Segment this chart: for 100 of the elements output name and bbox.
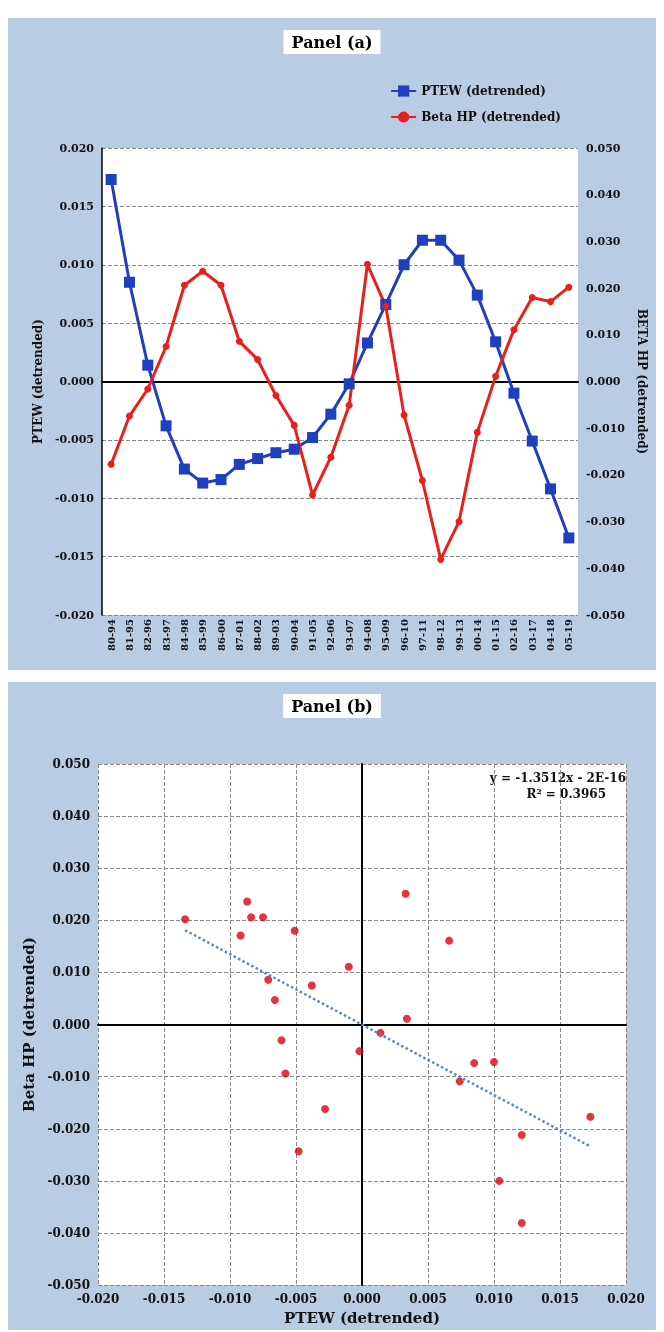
point: [107, 460, 115, 468]
point: [517, 1131, 526, 1140]
y-tick-label: 0.020: [59, 141, 95, 155]
x-tick-label: 93-07: [343, 618, 355, 651]
y-tick-label: 0.050: [52, 757, 90, 771]
point: [473, 428, 481, 436]
x-axis-title: PTEW (detrended): [284, 1308, 440, 1327]
point: [495, 1176, 504, 1185]
point: [247, 913, 256, 922]
y-tick-label: -0.015: [54, 550, 94, 564]
y-tick-label: 0.030: [52, 861, 90, 876]
x-tick-label: 94-08: [361, 618, 373, 651]
point: [290, 421, 298, 429]
point: [382, 302, 390, 310]
x-tick-label: 83-97: [160, 618, 172, 651]
x-tick-label: 81-95: [123, 618, 135, 651]
annotation: y = -1.3512x - 2E-16: [488, 771, 627, 785]
point: [401, 889, 410, 898]
point: [125, 412, 133, 420]
y-tick-label: 0.010: [52, 965, 90, 980]
point: [217, 281, 225, 289]
y-tick-label: 0.020: [52, 913, 90, 928]
point: [435, 234, 447, 246]
point: [453, 254, 465, 266]
point: [445, 936, 454, 945]
x-tick-label: 91-05: [307, 618, 319, 651]
x-tick-label: 89-03: [270, 618, 282, 651]
x-tick-label: 86-00: [215, 618, 227, 651]
point: [277, 1036, 286, 1045]
y-axis-title: PTEW (detrended): [31, 319, 46, 444]
x-tick-label: 01-15: [490, 618, 502, 651]
x-tick-label: 0.000: [343, 1292, 381, 1307]
x-tick-label: 95-09: [380, 618, 392, 651]
point: [471, 289, 483, 301]
y-tick-label: -0.005: [54, 433, 94, 447]
point: [197, 477, 209, 489]
point: [321, 1104, 330, 1113]
chart-title: Panel (b): [291, 696, 373, 716]
y2-tick-label: -0.030: [586, 515, 626, 529]
legend-label: PTEW (detrended): [421, 84, 546, 98]
chart-title: Panel (a): [291, 32, 373, 52]
y2-tick-label: 0.030: [586, 234, 621, 248]
y-tick-label: -0.040: [47, 1225, 90, 1240]
x-tick-label: 0.010: [475, 1292, 513, 1307]
y-tick-label: 0.010: [59, 258, 95, 272]
point: [259, 913, 267, 922]
y-tick-label: -0.020: [54, 608, 95, 622]
point: [142, 359, 154, 371]
x-tick-label: -0.010: [208, 1292, 252, 1307]
point: [254, 356, 262, 364]
point: [490, 1058, 498, 1067]
x-tick-label: 0.005: [409, 1292, 447, 1307]
point: [123, 276, 135, 288]
point: [181, 915, 190, 924]
point: [215, 474, 227, 486]
point: [144, 385, 152, 393]
x-tick-label: 99-13: [453, 618, 465, 651]
point: [510, 326, 518, 334]
x-tick-label: -0.005: [274, 1292, 318, 1307]
point: [565, 283, 573, 291]
point: [325, 408, 337, 420]
point: [272, 392, 280, 400]
point: [270, 447, 282, 459]
x-tick-label: 02-16: [508, 618, 520, 651]
point: [160, 420, 172, 432]
point: [545, 483, 557, 495]
point: [355, 1047, 364, 1056]
point: [233, 458, 245, 470]
point: [309, 491, 317, 499]
point: [398, 259, 410, 271]
point: [264, 975, 273, 984]
x-tick-label: 97-11: [416, 619, 428, 651]
x-tick-label: 98-12: [435, 618, 447, 651]
x-tick-label: 85-99: [197, 618, 209, 651]
point: [180, 281, 188, 289]
y-tick-label: 0.000: [59, 375, 95, 388]
y2-tick-label: -0.040: [586, 561, 626, 575]
x-tick-label: 05-19: [563, 618, 575, 651]
point: [490, 336, 502, 348]
point: [307, 432, 319, 444]
y-tick-label: 0.040: [52, 809, 90, 824]
x-tick-label: 87-01: [233, 619, 245, 651]
point: [345, 401, 353, 409]
x-tick-label: 92-06: [325, 618, 337, 651]
x-tick-label: -0.015: [142, 1292, 186, 1307]
point: [547, 298, 555, 306]
y2-tick-label: 0.040: [586, 188, 621, 202]
x-tick-label: -0.020: [76, 1292, 120, 1307]
point: [162, 342, 170, 350]
y-tick-label: -0.010: [47, 1069, 90, 1084]
legend-label: Beta HP (detrended): [421, 110, 562, 124]
point: [236, 931, 245, 940]
x-tick-label: 90-04: [288, 618, 300, 651]
point: [563, 532, 575, 544]
y2-tick-label: -0.010: [586, 421, 626, 435]
point: [105, 174, 117, 186]
y2-axis-title: BETA HP (detrended): [634, 308, 649, 455]
y2-tick-label: -0.020: [586, 468, 626, 482]
y-tick-label: -0.030: [47, 1173, 90, 1188]
y-tick-label: -0.010: [54, 491, 95, 505]
